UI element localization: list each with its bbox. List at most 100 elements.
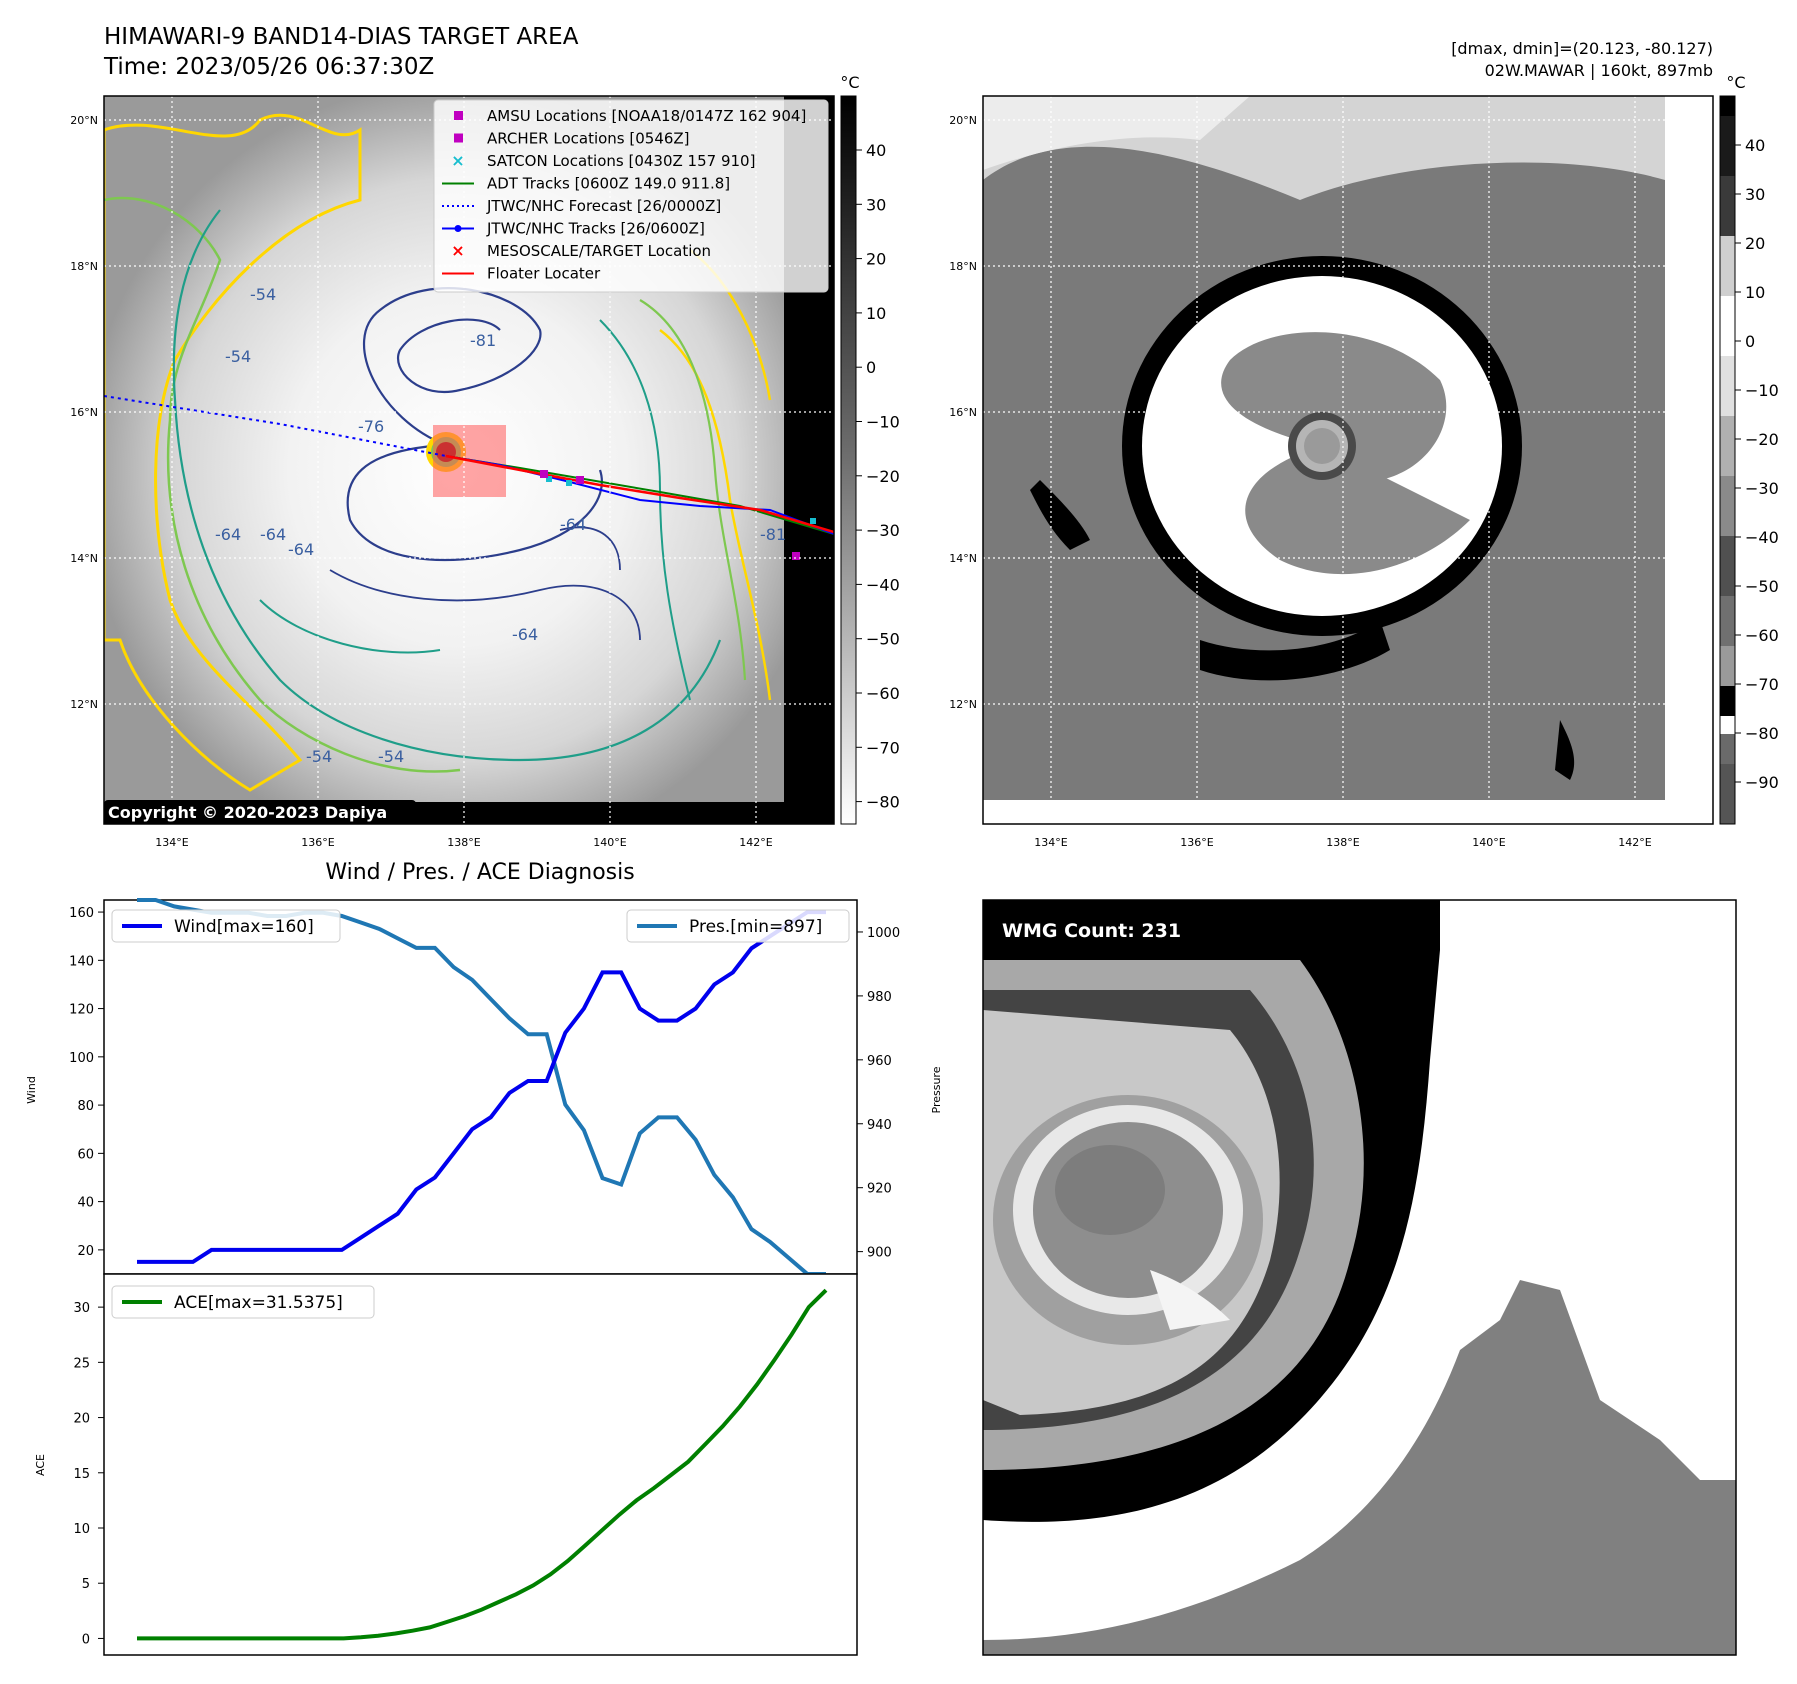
pressure-ytick-label: 1000 (867, 926, 900, 941)
map1-lon-label: 134°E (155, 836, 188, 849)
wind-axis-label: Wind (25, 1076, 38, 1104)
colorbar-1-label: −30 (866, 521, 900, 540)
legend-label: Floater Locater (487, 265, 601, 283)
colorbar-2-label: −90 (1745, 773, 1779, 792)
map2-lon-label: 136°E (1180, 836, 1213, 849)
wind-line (137, 910, 826, 1264)
colorbar-1-label: 30 (866, 195, 886, 214)
map1-lat-label: 18°N (70, 260, 98, 273)
contour-label: -76 (358, 417, 384, 436)
ace-ytick-label: 10 (73, 1522, 90, 1537)
legend-label: ARCHER Locations [0546Z] (487, 130, 690, 148)
pressure-ytick-label: 920 (867, 1182, 892, 1197)
map1-lat-label: 12°N (70, 698, 98, 711)
contour-yellow (104, 113, 362, 792)
map1-lat-label: 14°N (70, 552, 98, 565)
copyright-box (104, 800, 416, 824)
map2-grid (983, 96, 1713, 824)
colorbar-1: °C 40 30 20 10 0 −10 −20 −30 −40 −50 −60 −70 −80 (840, 73, 900, 825)
colorbar-1-label: 10 (866, 304, 886, 323)
colorbar-2-step (1720, 734, 1735, 764)
colorbar-2-label: −40 (1745, 528, 1779, 547)
legend-label: JTWC/NHC Tracks [26/0600Z] (486, 220, 705, 238)
wind-ytick-label: 140 (69, 954, 94, 969)
ace-ytick-label: 5 (82, 1577, 90, 1592)
wind-legend-label: Wind[max=160] (174, 917, 314, 937)
map2-lat-label: 14°N (949, 552, 977, 565)
wind-ytick-label: 80 (77, 1099, 94, 1114)
map1-lon-label: 140°E (593, 836, 626, 849)
colorbar-1-label: −50 (866, 630, 900, 649)
map-panel-enhanced (982, 95, 1714, 825)
colorbar-2-label: 0 (1745, 332, 1755, 351)
map-panel-contours: -54-54-64-64-64-76-81-64-64-54 -54-81 AMS… (103, 95, 835, 825)
pressure-axis-label: Pressure (930, 1066, 943, 1113)
map1-lat-label: 20°N (70, 114, 98, 127)
wind-ytick-label: 120 (69, 1003, 94, 1018)
ace-axis-label: ACE (34, 1454, 47, 1476)
colorbar-2-label: −10 (1745, 381, 1779, 400)
colorbar-2-label: 30 (1745, 185, 1765, 204)
figure-time: Time: 2023/05/26 06:37:30Z (103, 54, 434, 80)
colorbar-2-step (1720, 356, 1735, 416)
legend-marker (454, 133, 463, 143)
colorbar-1-label: 40 (866, 141, 886, 160)
colorbar-2-step (1720, 96, 1735, 116)
wind-legend: Wind[max=160] (111, 909, 341, 943)
map1-lon-label: 138°E (447, 836, 480, 849)
colorbar-2-label: −80 (1745, 724, 1779, 743)
contour-label: -54 (306, 747, 332, 766)
colorbar-2-label: −70 (1745, 675, 1779, 694)
ace-legend-label: ACE[max=31.5375] (174, 1293, 343, 1313)
contour-label: -64 (512, 625, 538, 644)
diagnosis-title: Wind / Pres. / ACE Diagnosis (325, 860, 634, 885)
contour-navy-band (329, 526, 641, 641)
legend-label: MESOSCALE/TARGET Location (487, 242, 711, 260)
map2-lon-label: 142°E (1618, 836, 1651, 849)
wind-ytick-label: 40 (77, 1196, 94, 1211)
wind-ytick-label: 20 (77, 1244, 94, 1259)
colorbar-2-step (1720, 596, 1735, 646)
colorbar-1-label: −80 (866, 793, 900, 812)
colorbar-2-label: −20 (1745, 430, 1779, 449)
colorbar-2-step (1720, 764, 1735, 824)
legend-label: SATCON Locations [0430Z 157 910] (487, 152, 755, 170)
colorbar-2-step (1720, 176, 1735, 236)
colorbar-2-step (1720, 416, 1735, 476)
map2-lat-label: 20°N (949, 114, 977, 127)
contour-navy-spiral (346, 443, 603, 562)
contour-label: -64 (560, 515, 586, 534)
contour-label: -64 (260, 525, 286, 544)
legend-label: JTWC/NHC Forecast [26/0000Z] (486, 197, 721, 215)
legend-marker (454, 111, 463, 120)
map1-axis-labels: 20°N 18°N 16°N 14°N 12°N 134°E 136°E 138°E 140°E… (70, 114, 773, 849)
map1-lat-label: 16°N (70, 406, 98, 419)
colorbar-2-step (1720, 716, 1735, 734)
wmg-gray-region (983, 1280, 1736, 1655)
map2-lon-label: 138°E (1326, 836, 1359, 849)
contour-teal-left (172, 209, 722, 762)
colorbar-1-label: −10 (866, 413, 900, 432)
ace-ytick-label: 15 (73, 1467, 90, 1482)
map1-lon-label: 136°E (301, 836, 334, 849)
contour-label: -81 (470, 331, 496, 350)
colorbar-2: °C 40 30 20 10 0 −10 −20 −30 −40 −50 −60 −70 −80 −90 (1719, 73, 1779, 825)
colorbar-2-label: 40 (1745, 136, 1765, 155)
ace-ytick-label: 25 (73, 1356, 90, 1371)
colorbar-1-label: −20 (866, 467, 900, 486)
contour-label: -54 (378, 747, 404, 766)
colorbar-2-step (1720, 686, 1735, 716)
ace-line (137, 1288, 828, 1641)
map-legend: AMSU Locations [NOAA18/0147Z 162 904] ARC… (433, 99, 829, 293)
map2-lat-label: 16°N (949, 406, 977, 419)
colorbar-1-unit: °C (840, 73, 859, 92)
legend-marker: × (451, 241, 464, 260)
colorbar-2-step (1720, 536, 1735, 596)
map2-lat-label: 18°N (949, 260, 977, 273)
map2-axis-labels: 20°N 18°N 16°N 14°N 12°N 134°E 136°E 138°E 140°E… (949, 114, 1652, 849)
colorbar-2-label: 10 (1745, 283, 1765, 302)
map2-lon-label: 134°E (1034, 836, 1067, 849)
pressure-ytick-label: 940 (867, 1118, 892, 1133)
copyright-label: Copyright © 2020-2023 Dapiya (108, 803, 387, 822)
